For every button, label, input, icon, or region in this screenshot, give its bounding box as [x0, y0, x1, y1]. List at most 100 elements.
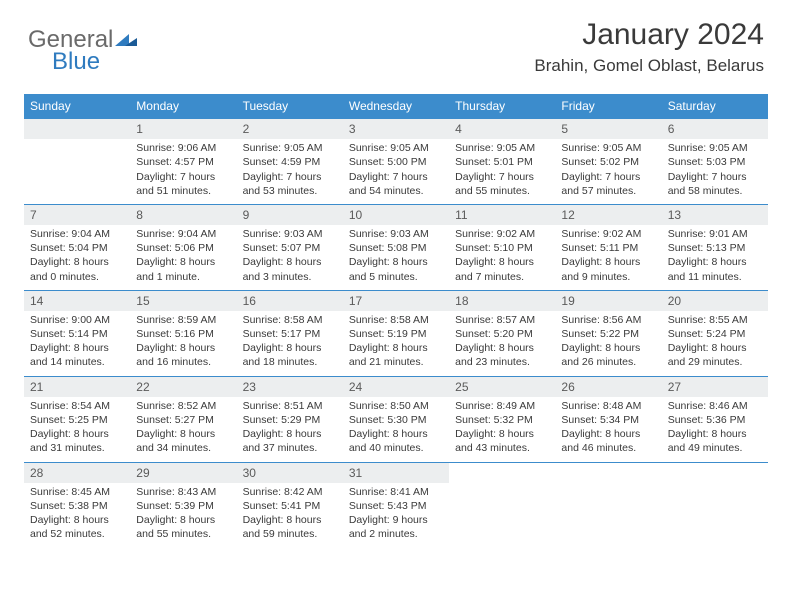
- calendar-cell: 18Sunrise: 8:57 AMSunset: 5:20 PMDayligh…: [449, 290, 555, 376]
- sunset-line: Sunset: 5:19 PM: [349, 327, 443, 341]
- calendar-cell: 13Sunrise: 9:01 AMSunset: 5:13 PMDayligh…: [662, 204, 768, 290]
- calendar-cell: 19Sunrise: 8:56 AMSunset: 5:22 PMDayligh…: [555, 290, 661, 376]
- daylight-line: Daylight: 8 hours and 21 minutes.: [349, 341, 443, 369]
- calendar-cell: 1Sunrise: 9:06 AMSunset: 4:57 PMDaylight…: [130, 118, 236, 204]
- sunset-line: Sunset: 5:32 PM: [455, 413, 549, 427]
- day-body: Sunrise: 9:04 AMSunset: 5:04 PMDaylight:…: [24, 225, 130, 290]
- brand-mark-icon: [115, 28, 137, 53]
- day-body: Sunrise: 8:52 AMSunset: 5:27 PMDaylight:…: [130, 397, 236, 462]
- sunrise-line: Sunrise: 9:00 AM: [30, 313, 124, 327]
- calendar-cell: 26Sunrise: 8:48 AMSunset: 5:34 PMDayligh…: [555, 376, 661, 462]
- sunrise-line: Sunrise: 8:41 AM: [349, 485, 443, 499]
- daylight-line: Daylight: 8 hours and 40 minutes.: [349, 427, 443, 455]
- daylight-line: Daylight: 8 hours and 5 minutes.: [349, 255, 443, 283]
- sunrise-line: Sunrise: 8:55 AM: [668, 313, 762, 327]
- sunrise-line: Sunrise: 8:43 AM: [136, 485, 230, 499]
- day-body: Sunrise: 8:54 AMSunset: 5:25 PMDaylight:…: [24, 397, 130, 462]
- sunset-line: Sunset: 5:29 PM: [243, 413, 337, 427]
- sunset-line: Sunset: 5:22 PM: [561, 327, 655, 341]
- brand-text-blue: Blue: [52, 48, 100, 76]
- day-number: 15: [130, 291, 236, 311]
- location-text: Brahin, Gomel Oblast, Belarus: [534, 56, 764, 76]
- sunrise-line: Sunrise: 8:48 AM: [561, 399, 655, 413]
- sunset-line: Sunset: 5:41 PM: [243, 499, 337, 513]
- sunset-line: Sunset: 5:43 PM: [349, 499, 443, 513]
- calendar-cell: [24, 118, 130, 204]
- day-number: 19: [555, 291, 661, 311]
- calendar-cell: 28Sunrise: 8:45 AMSunset: 5:38 PMDayligh…: [24, 462, 130, 548]
- sunrise-line: Sunrise: 9:05 AM: [668, 141, 762, 155]
- day-body: Sunrise: 9:02 AMSunset: 5:10 PMDaylight:…: [449, 225, 555, 290]
- sunrise-line: Sunrise: 9:02 AM: [561, 227, 655, 241]
- daylight-line: Daylight: 8 hours and 11 minutes.: [668, 255, 762, 283]
- weekday-header: Friday: [555, 94, 661, 118]
- daylight-line: Daylight: 8 hours and 23 minutes.: [455, 341, 549, 369]
- sunrise-line: Sunrise: 9:03 AM: [243, 227, 337, 241]
- day-number: 18: [449, 291, 555, 311]
- day-number: 5: [555, 119, 661, 139]
- daylight-line: Daylight: 8 hours and 59 minutes.: [243, 513, 337, 541]
- daylight-line: Daylight: 8 hours and 18 minutes.: [243, 341, 337, 369]
- day-number: 10: [343, 205, 449, 225]
- sunrise-line: Sunrise: 9:04 AM: [30, 227, 124, 241]
- sunrise-line: Sunrise: 8:56 AM: [561, 313, 655, 327]
- sunset-line: Sunset: 5:00 PM: [349, 155, 443, 169]
- day-body: Sunrise: 9:06 AMSunset: 4:57 PMDaylight:…: [130, 139, 236, 204]
- calendar-cell: 24Sunrise: 8:50 AMSunset: 5:30 PMDayligh…: [343, 376, 449, 462]
- sunrise-line: Sunrise: 9:03 AM: [349, 227, 443, 241]
- day-number: 23: [237, 377, 343, 397]
- sunrise-line: Sunrise: 8:45 AM: [30, 485, 124, 499]
- sunset-line: Sunset: 5:13 PM: [668, 241, 762, 255]
- calendar-cell: 17Sunrise: 8:58 AMSunset: 5:19 PMDayligh…: [343, 290, 449, 376]
- day-number: 9: [237, 205, 343, 225]
- day-body: Sunrise: 8:58 AMSunset: 5:19 PMDaylight:…: [343, 311, 449, 376]
- sunrise-line: Sunrise: 8:42 AM: [243, 485, 337, 499]
- calendar-cell: 6Sunrise: 9:05 AMSunset: 5:03 PMDaylight…: [662, 118, 768, 204]
- calendar-cell: 5Sunrise: 9:05 AMSunset: 5:02 PMDaylight…: [555, 118, 661, 204]
- calendar-cell: 20Sunrise: 8:55 AMSunset: 5:24 PMDayligh…: [662, 290, 768, 376]
- day-body: Sunrise: 9:01 AMSunset: 5:13 PMDaylight:…: [662, 225, 768, 290]
- day-number: 4: [449, 119, 555, 139]
- weekday-header: Monday: [130, 94, 236, 118]
- weekday-header: Tuesday: [237, 94, 343, 118]
- sunrise-line: Sunrise: 9:01 AM: [668, 227, 762, 241]
- day-body: Sunrise: 9:05 AMSunset: 4:59 PMDaylight:…: [237, 139, 343, 204]
- calendar-cell: 4Sunrise: 9:05 AMSunset: 5:01 PMDaylight…: [449, 118, 555, 204]
- sunset-line: Sunset: 5:03 PM: [668, 155, 762, 169]
- daylight-line: Daylight: 8 hours and 14 minutes.: [30, 341, 124, 369]
- day-number: 17: [343, 291, 449, 311]
- day-number: 13: [662, 205, 768, 225]
- weekday-header: Thursday: [449, 94, 555, 118]
- sunrise-line: Sunrise: 8:49 AM: [455, 399, 549, 413]
- day-number: 21: [24, 377, 130, 397]
- day-body: Sunrise: 8:51 AMSunset: 5:29 PMDaylight:…: [237, 397, 343, 462]
- sunrise-line: Sunrise: 8:59 AM: [136, 313, 230, 327]
- day-number: 2: [237, 119, 343, 139]
- sunset-line: Sunset: 4:59 PM: [243, 155, 337, 169]
- daylight-line: Daylight: 8 hours and 37 minutes.: [243, 427, 337, 455]
- month-title: January 2024: [534, 18, 764, 52]
- sunrise-line: Sunrise: 9:02 AM: [455, 227, 549, 241]
- sunset-line: Sunset: 5:04 PM: [30, 241, 124, 255]
- daylight-line: Daylight: 8 hours and 29 minutes.: [668, 341, 762, 369]
- calendar-cell: 29Sunrise: 8:43 AMSunset: 5:39 PMDayligh…: [130, 462, 236, 548]
- day-number: 26: [555, 377, 661, 397]
- day-body: Sunrise: 8:46 AMSunset: 5:36 PMDaylight:…: [662, 397, 768, 462]
- sunrise-line: Sunrise: 8:52 AM: [136, 399, 230, 413]
- calendar-cell: 15Sunrise: 8:59 AMSunset: 5:16 PMDayligh…: [130, 290, 236, 376]
- calendar-cell: 27Sunrise: 8:46 AMSunset: 5:36 PMDayligh…: [662, 376, 768, 462]
- day-body: Sunrise: 9:02 AMSunset: 5:11 PMDaylight:…: [555, 225, 661, 290]
- calendar-cell: 9Sunrise: 9:03 AMSunset: 5:07 PMDaylight…: [237, 204, 343, 290]
- sunrise-line: Sunrise: 9:05 AM: [561, 141, 655, 155]
- sunset-line: Sunset: 5:39 PM: [136, 499, 230, 513]
- calendar-cell: 31Sunrise: 8:41 AMSunset: 5:43 PMDayligh…: [343, 462, 449, 548]
- sunset-line: Sunset: 5:36 PM: [668, 413, 762, 427]
- day-number: 12: [555, 205, 661, 225]
- sunset-line: Sunset: 5:10 PM: [455, 241, 549, 255]
- daylight-line: Daylight: 8 hours and 7 minutes.: [455, 255, 549, 283]
- calendar-cell: [449, 462, 555, 548]
- day-number: 8: [130, 205, 236, 225]
- daylight-line: Daylight: 7 hours and 51 minutes.: [136, 170, 230, 198]
- daylight-line: Daylight: 8 hours and 46 minutes.: [561, 427, 655, 455]
- day-body: Sunrise: 9:00 AMSunset: 5:14 PMDaylight:…: [24, 311, 130, 376]
